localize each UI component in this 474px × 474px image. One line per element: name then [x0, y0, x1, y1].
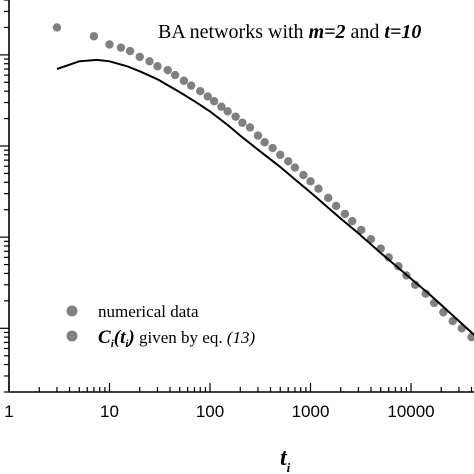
data-point	[125, 46, 135, 56]
title-m: m=2	[309, 21, 346, 43]
legend: numerical data Ci(ti) given by eq. (13)	[56, 292, 326, 356]
x-tick-label: 100	[196, 402, 224, 421]
data-point	[384, 253, 393, 262]
data-point	[145, 57, 154, 66]
x-tick-label: 1000	[292, 402, 330, 421]
legend-c: C	[98, 327, 111, 348]
data-point	[340, 209, 350, 219]
legend-paren: (t	[114, 327, 126, 348]
data-point	[217, 102, 226, 111]
data-point	[331, 201, 341, 211]
x-tick-label: 10000	[387, 402, 434, 421]
title-box	[144, 12, 474, 54]
data-point	[196, 86, 205, 96]
legend-c-sub: i	[111, 338, 115, 350]
data-point	[394, 262, 403, 271]
data-point	[231, 112, 240, 121]
data-point	[179, 76, 189, 85]
data-point	[357, 225, 366, 235]
data-point	[348, 216, 357, 226]
data-point	[290, 163, 300, 172]
title-prefix: BA networks with	[158, 21, 309, 43]
data-point	[170, 70, 180, 80]
data-point	[238, 118, 247, 127]
data-point	[203, 92, 212, 101]
data-point	[223, 107, 232, 116]
data-point	[268, 143, 277, 153]
data-point	[135, 52, 144, 62]
data-point	[323, 193, 333, 203]
legend-marker-eq13	[66, 330, 78, 342]
data-point	[306, 177, 315, 186]
data-point	[467, 332, 474, 342]
data-point	[89, 32, 99, 41]
data-point	[284, 157, 293, 166]
data-point	[153, 62, 162, 71]
x-tick-label: 1	[4, 402, 13, 421]
legend-label-eq13: Ci(ti) given by eq. (13)	[98, 327, 255, 350]
legend-marker-numerical	[66, 305, 78, 317]
data-point	[253, 131, 263, 140]
y-ticks	[0, 0, 9, 393]
data-point	[116, 43, 126, 52]
legend-t-sub: i	[125, 338, 129, 350]
data-point	[276, 150, 285, 160]
data-point	[245, 123, 255, 132]
data-point	[299, 170, 308, 180]
x-ticks: 1 10 100 1000 10000	[4, 383, 473, 421]
x-tick-label: 10	[100, 402, 119, 421]
chart-title: BA networks with m=2 and t=10	[158, 21, 421, 43]
legend-rest: given by eq.	[135, 328, 227, 347]
x-axis-label-main: t	[280, 445, 288, 471]
data-point	[448, 316, 457, 326]
line-series	[56, 58, 474, 337]
x-axis-label: ti	[280, 445, 291, 474]
scatter-series	[52, 23, 474, 342]
legend-ref: (13)	[227, 328, 256, 347]
data-point	[52, 23, 62, 32]
legend-label-numerical: numerical data	[98, 302, 199, 321]
data-point	[314, 184, 323, 193]
data-point	[163, 65, 172, 75]
model-curve	[56, 58, 474, 337]
legend-close: )	[126, 327, 134, 348]
x-axis-label-sub: i	[287, 460, 291, 474]
legend-box	[56, 292, 326, 356]
title-t: t=10	[384, 21, 421, 43]
title-and: and	[346, 21, 385, 43]
data-point	[209, 97, 219, 106]
data-point	[186, 81, 196, 90]
data-point	[105, 40, 114, 49]
data-point	[260, 138, 269, 147]
